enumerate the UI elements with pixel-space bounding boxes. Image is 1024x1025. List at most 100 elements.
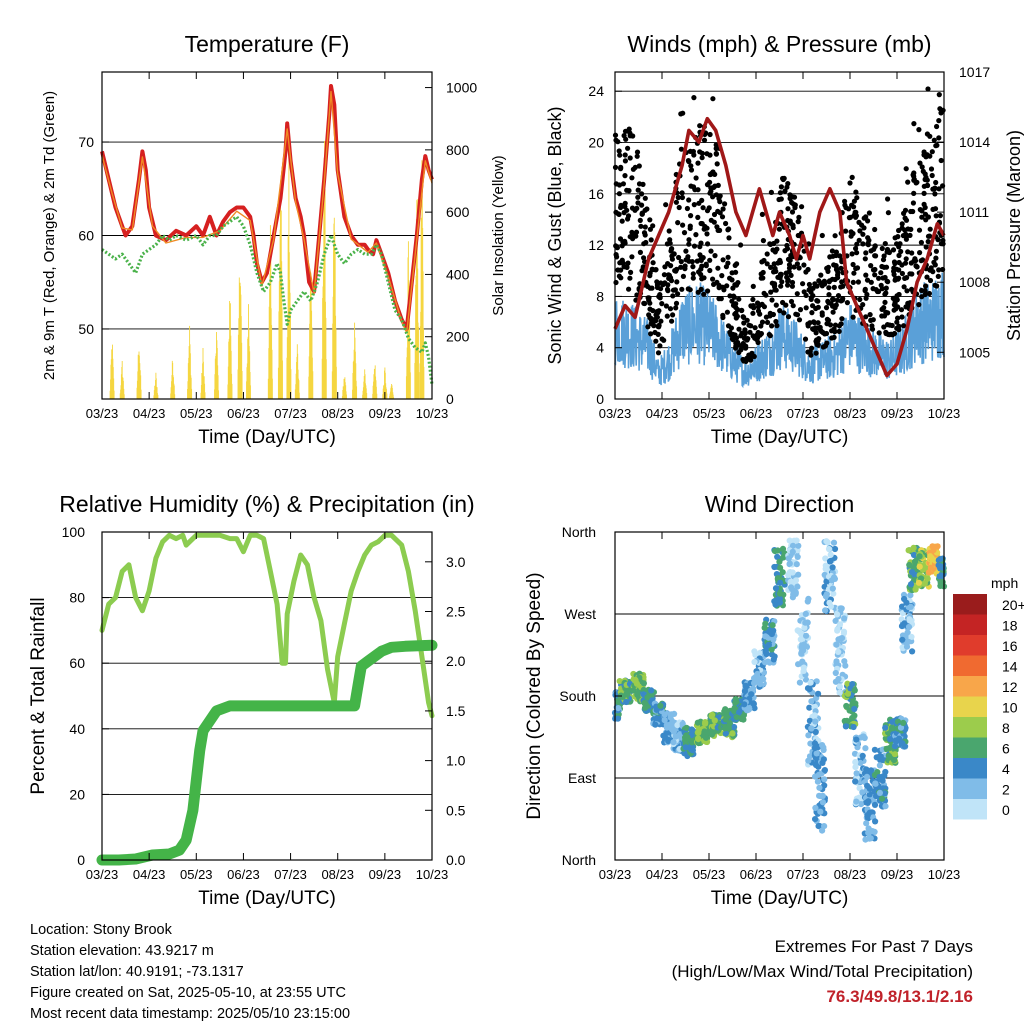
direction-panel [615,613,944,779]
direction-point [822,555,829,562]
gust-point [910,200,917,206]
gust-point [773,318,779,325]
humidity-ytick-label: 100 [62,524,86,540]
gust-point [772,265,778,272]
direction-point [746,705,753,713]
gust-point [693,232,699,238]
gust-point [885,279,891,285]
winds-ytick-label: 4 [596,340,604,356]
direction-point [793,561,800,568]
gust-point [774,323,780,329]
gust-point [695,160,701,166]
gust-point [621,264,627,270]
gust-point [764,319,771,325]
gust-point [617,152,623,158]
direction-point [901,595,908,603]
gust-point [731,293,737,299]
winds-ytick-label: 12 [588,237,604,253]
gust-point [927,133,933,139]
gust-point [642,232,648,238]
direction-point [795,542,802,549]
gust-point [898,248,904,255]
direction-point [670,739,677,746]
gust-point [926,290,933,297]
direction-point [702,734,710,741]
gust-point [653,267,659,273]
gust-point [682,263,688,269]
direction-point [937,579,944,587]
direction-point [891,751,899,758]
latlon-text: Station lat/lon: 40.9191; -73.1317 [30,964,244,980]
direction-point [780,554,787,561]
solar-spike [227,301,233,399]
gust-point [860,231,866,237]
gust-point [904,288,910,294]
direction-point [820,744,827,751]
gust-point [691,243,698,249]
gust-point [629,175,635,181]
temperature-y2tick-label: 200 [446,329,470,345]
gust-point [815,304,821,310]
gust-point [882,291,888,297]
gust-point [782,188,788,194]
gust-point [678,146,685,152]
gust-point [663,202,669,208]
gust-point [752,325,758,331]
gust-point [919,294,925,300]
humidity-ytick-label: 0 [77,852,85,868]
direction-point [906,561,913,569]
direction-point [688,726,695,733]
direction-point [769,622,776,629]
direction-point [891,757,898,764]
gust-point [698,220,704,227]
gust-point [894,325,900,331]
gust-point [680,273,687,279]
gust-point [851,212,857,218]
gust-point [708,248,714,254]
winds-ytick-label: 20 [588,135,604,151]
gust-point [938,157,944,164]
solar-spike [246,304,251,399]
gust-point [725,254,731,260]
gust-point [760,238,767,244]
winds-ytick-label: 8 [596,288,604,304]
direction-point [793,537,800,544]
gust-point [699,155,705,161]
direction-point [711,717,718,724]
direction-point [882,803,889,810]
gust-point [922,288,928,294]
legend-label: 16 [1002,638,1018,654]
humidity-y2tick-label: 3.0 [446,554,466,570]
gust-point [839,316,845,322]
gust-point [661,272,668,278]
solar-spike [331,217,337,399]
gust-point [675,220,681,226]
gust-point [839,279,845,285]
gust-point [813,350,819,356]
direction-point [760,675,767,683]
gust-point [816,278,822,284]
gust-point [703,263,709,269]
gust-point [724,283,730,289]
winds-xtick-label: 08/23 [834,406,867,421]
gust-point [736,349,742,356]
direction-point [772,585,780,592]
direction-point [853,770,860,777]
gust-point [686,197,692,203]
direction-point [695,735,702,742]
gust-point [857,228,863,234]
gust-point [784,246,791,252]
direction-point [874,769,881,776]
gust-point [733,269,739,275]
gust-point [713,151,720,157]
direction-point [937,563,944,570]
gust-point [771,281,778,287]
direction-point [891,743,899,750]
gust-point [616,273,623,279]
direction-point [907,592,914,599]
gust-point [850,279,856,285]
gust-point [615,139,621,145]
gust-point [647,306,653,312]
legend-swatch [953,737,987,758]
extremes-values: 76.3/49.8/13.1/2.16 [826,987,973,1006]
